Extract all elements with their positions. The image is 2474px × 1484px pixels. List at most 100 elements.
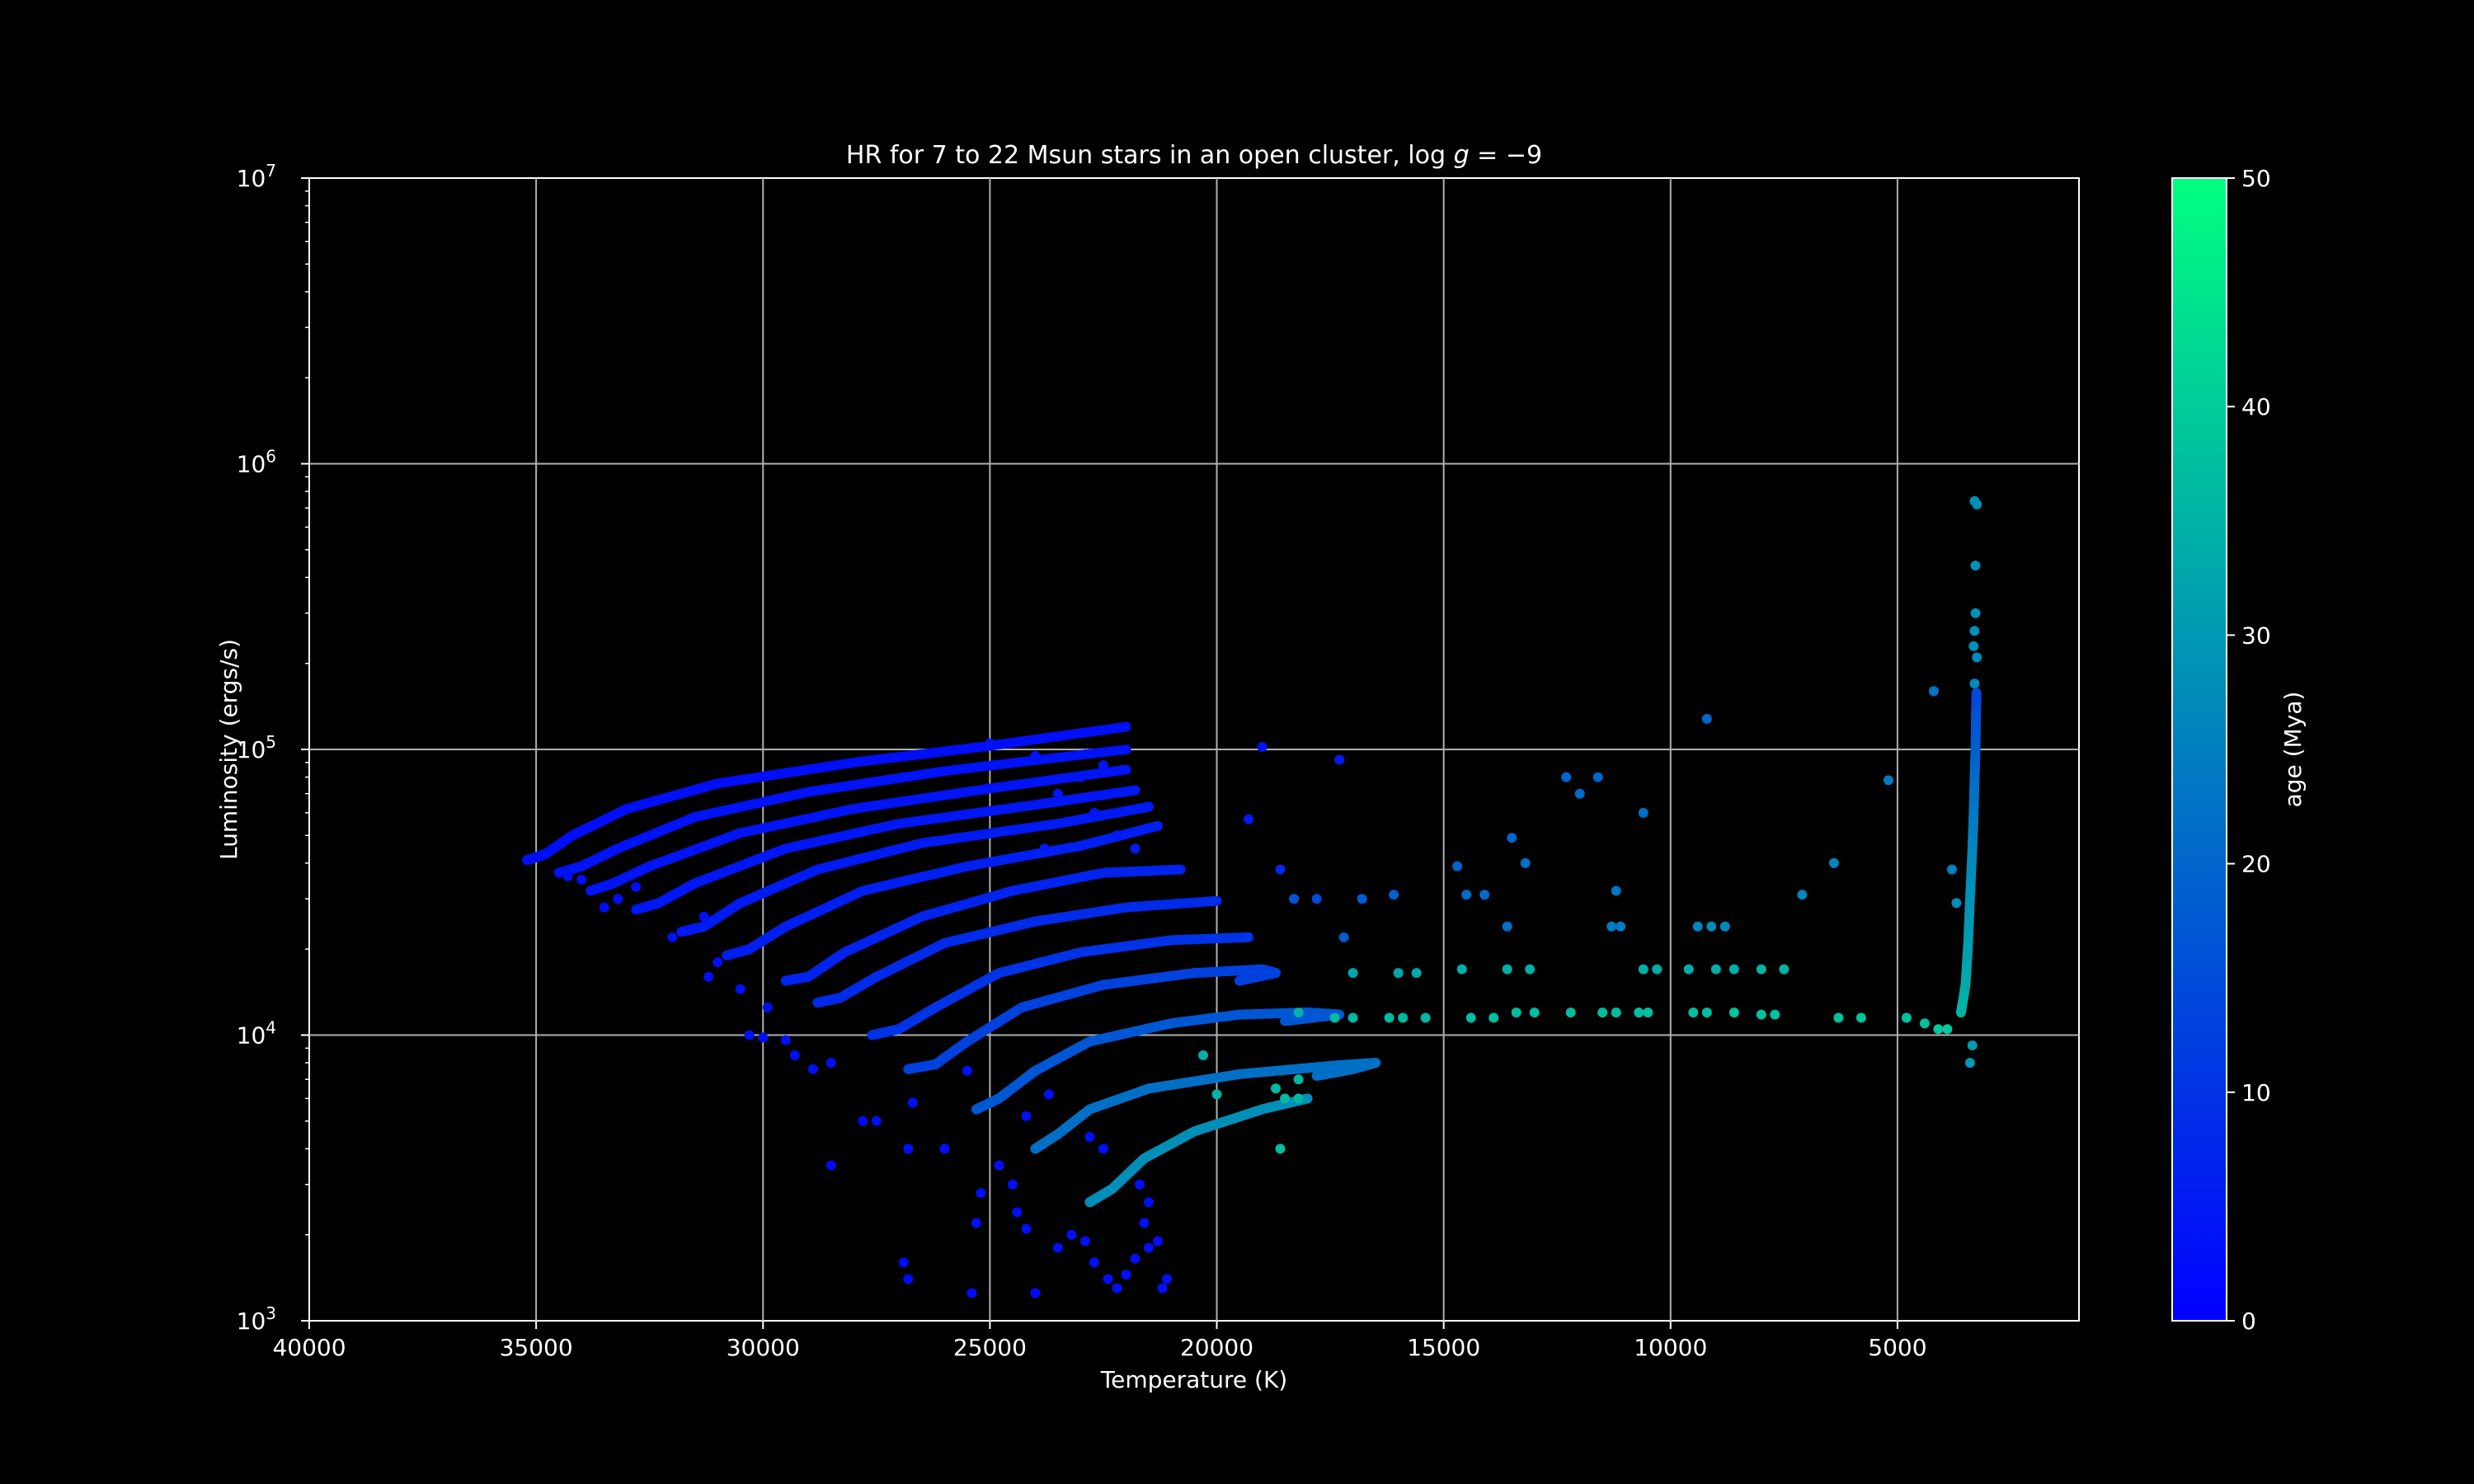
star-point <box>1928 686 1939 697</box>
star-point <box>1275 1144 1286 1154</box>
star-point <box>1130 785 1141 796</box>
star-point <box>1597 1007 1608 1018</box>
star-point <box>1066 1229 1077 1240</box>
star-point <box>1121 744 1131 754</box>
star-point <box>1198 1050 1208 1060</box>
star-point <box>1683 964 1694 974</box>
star-point <box>1634 1007 1644 1018</box>
star-point <box>1275 864 1286 875</box>
star-point <box>962 1065 972 1076</box>
star-point <box>1688 1007 1699 1018</box>
star-point <box>1021 1223 1032 1234</box>
colorbar-tick-label: 10 <box>2241 1079 2271 1106</box>
star-point <box>858 1115 868 1126</box>
star-point <box>1084 1132 1095 1142</box>
star-point <box>1529 1007 1540 1018</box>
data-points <box>522 495 1982 1298</box>
x-axis-label: Temperature (K) <box>1100 1366 1287 1393</box>
star-point <box>1479 890 1490 900</box>
star-point <box>1280 1016 1291 1026</box>
star-point <box>907 1097 918 1108</box>
star-point <box>939 1144 950 1154</box>
star-point <box>1507 833 1517 843</box>
star-point <box>1525 964 1536 974</box>
star-point <box>1420 1012 1431 1023</box>
star-point <box>576 875 587 885</box>
star-point <box>1561 772 1572 782</box>
star-point <box>1357 894 1367 904</box>
star-point <box>599 902 609 913</box>
star-point <box>1153 820 1163 831</box>
star-point <box>789 1050 800 1060</box>
star-point <box>971 1218 981 1228</box>
star-point <box>1833 1012 1844 1023</box>
star-point <box>1964 1058 1975 1068</box>
star-point <box>762 1002 773 1012</box>
star-point <box>1393 968 1404 979</box>
star-point <box>1970 608 1981 618</box>
star-point <box>1692 921 1703 932</box>
star-point <box>1311 894 1322 904</box>
star-point <box>1089 807 1099 818</box>
star-point <box>1652 964 1663 974</box>
star-point <box>1139 1218 1150 1228</box>
x-tick-label: 40000 <box>272 1334 346 1361</box>
star-point <box>1098 760 1108 771</box>
star-point <box>1089 1257 1099 1268</box>
star-point <box>1701 1007 1712 1018</box>
star-point <box>735 984 745 994</box>
star-point <box>758 1032 769 1043</box>
star-point <box>1606 921 1617 932</box>
star-point <box>1616 921 1626 932</box>
star-point <box>1729 964 1739 974</box>
star-point <box>1007 1179 1018 1190</box>
y-tick-label: 106 <box>237 447 276 478</box>
star-point <box>1502 921 1512 932</box>
x-tick-label: 30000 <box>727 1334 800 1361</box>
star-point <box>1329 1012 1340 1023</box>
star-point <box>1302 1093 1313 1104</box>
star-point <box>1021 1111 1032 1121</box>
x-tick-label: 5000 <box>1868 1334 1926 1361</box>
star-point <box>703 971 714 982</box>
star-point <box>1280 1093 1291 1104</box>
x-tick-label: 25000 <box>953 1334 1027 1361</box>
star-point <box>1856 1012 1866 1023</box>
star-point <box>1098 1144 1108 1154</box>
star-point <box>1075 772 1086 782</box>
star-point <box>1130 1253 1141 1264</box>
star-point <box>1969 626 1980 636</box>
star-point <box>562 871 573 881</box>
star-point <box>1334 754 1345 765</box>
star-point <box>1257 742 1268 752</box>
star-point <box>903 1274 914 1284</box>
colorbar-tick-label: 30 <box>2241 622 2271 649</box>
star-point <box>1756 1009 1766 1020</box>
star-point <box>1967 1040 1978 1050</box>
star-point <box>1779 964 1790 974</box>
star-point <box>1121 1270 1131 1280</box>
star-point <box>1348 1012 1358 1023</box>
star-point <box>1919 1018 1930 1029</box>
star-point <box>1293 1007 1304 1018</box>
star-point <box>1079 1236 1090 1247</box>
star-point <box>1970 561 1981 571</box>
y-tick-label: 103 <box>237 1303 276 1335</box>
star-point <box>1574 788 1585 799</box>
star-point <box>1611 885 1621 896</box>
star-point <box>1103 1274 1113 1284</box>
star-point <box>1452 861 1463 871</box>
star-point <box>1311 1070 1322 1081</box>
star-point <box>1706 921 1717 932</box>
star-point <box>1883 775 1893 786</box>
star-point <box>1244 814 1253 824</box>
star-point <box>1489 1012 1499 1023</box>
star-point <box>1112 830 1122 841</box>
star-point <box>1211 1089 1222 1100</box>
x-tick-label: 15000 <box>1407 1334 1480 1361</box>
star-point <box>898 1257 909 1268</box>
star-point <box>1511 1007 1522 1018</box>
star-point <box>1030 1288 1041 1298</box>
